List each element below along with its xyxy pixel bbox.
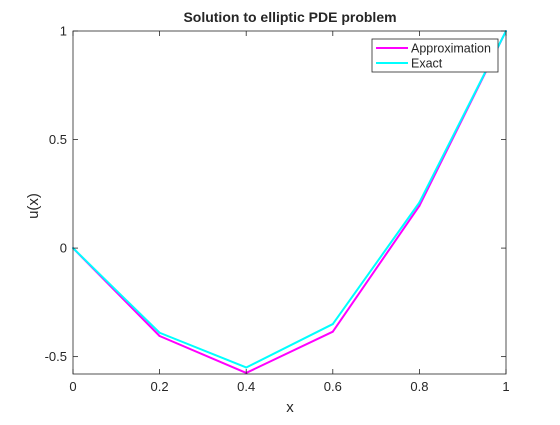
- y-tick-label: -0.5: [45, 349, 67, 364]
- legend-box: [371, 38, 499, 73]
- plot-area-border: [72, 30, 507, 375]
- y-tick-label: 0: [60, 241, 67, 256]
- data-point: [158, 331, 161, 334]
- axis-ticks: 0 0.2 0.4 0.6 0.8 1-0.500.51: [45, 24, 510, 395]
- y-tick-label: 1: [60, 24, 67, 39]
- data-point: [418, 201, 421, 204]
- x-tick-label: 0.6: [324, 379, 342, 394]
- series-line-1: [72, 30, 507, 374]
- x-tick-label: 0: [69, 379, 76, 394]
- legend-entry-label: Approximation: [411, 42, 491, 56]
- data-point: [158, 335, 161, 338]
- x-tick-label: 0.8: [410, 379, 428, 394]
- y-tick-label: 0.5: [49, 132, 67, 147]
- series-lines: [72, 30, 507, 374]
- series-line-2: [72, 30, 507, 369]
- x-axis-label: x: [286, 399, 294, 416]
- x-tick-label: 0.4: [237, 379, 255, 394]
- y-axis-label: u(x): [25, 193, 42, 219]
- data-point: [245, 366, 248, 369]
- data-point: [331, 330, 334, 333]
- x-tick-label: 0.2: [151, 379, 169, 394]
- axes-box: [72, 30, 507, 375]
- x-tick-label: 1: [502, 379, 509, 394]
- data-point: [418, 204, 421, 207]
- legend-entry-label: Exact: [411, 57, 443, 71]
- chart-title: Solution to elliptic PDE problem: [183, 9, 396, 25]
- data-point: [331, 323, 334, 326]
